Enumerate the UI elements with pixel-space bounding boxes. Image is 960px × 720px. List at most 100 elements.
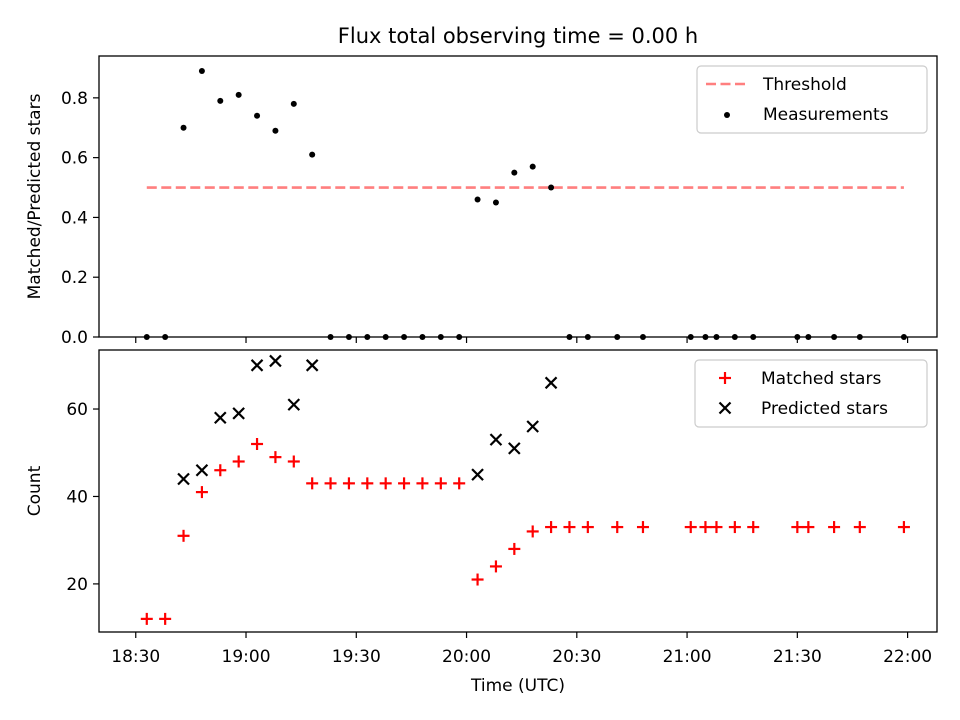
measurement-point [254,112,261,119]
legend-marker [719,372,731,384]
legend-label: Matched stars [761,369,881,389]
legend-label: Threshold [762,75,847,95]
x-tick-label: 20:00 [442,647,491,667]
x-tick-label: 19:00 [222,647,271,667]
y-tick-label: 20 [66,575,88,595]
matched-star-point [195,486,208,499]
predicted-star-point [305,359,319,372]
predicted-star-point [508,442,521,455]
legend-marker [718,401,732,415]
x-tick-label: 22:00 [883,647,932,667]
matched-star-point [853,521,866,534]
axes-frame [98,55,938,338]
matched-star-point [471,573,484,586]
measurement-point [198,67,205,74]
x-tick-label: 19:30 [332,647,381,667]
matched-star-point [398,477,411,490]
cross-b [526,420,539,433]
y-tick-label: 0.0 [61,328,88,348]
matched-star-point [379,477,392,490]
predicted-star-point [287,398,301,411]
measurement-point [272,127,279,134]
matched-star-point [710,521,723,534]
measurement-point [511,169,518,176]
x-axis-label: Time (UTC) [470,676,565,696]
matched-star-point [581,521,594,534]
measurement-point [290,100,297,107]
matched-star-point [791,521,804,534]
matched-star-point [287,455,300,468]
matched-star-point [306,477,319,490]
cross-b [287,398,301,411]
matched-star-point [563,521,576,534]
matched-star-point [489,560,502,573]
measurement-point [180,124,187,131]
matched-star-point [699,521,712,534]
matched-star-point [324,477,337,490]
y-tick-label: 0.6 [61,149,88,169]
legend-label: Measurements [763,105,889,125]
y-tick-label: 0.8 [61,89,88,109]
legend-box [694,359,928,428]
matched-star-point [416,477,429,490]
series-predicted-stars [177,354,558,486]
matched-star-point [897,521,910,534]
predicted-star-point [214,411,227,425]
cross-b [489,433,503,446]
matched-star-point [177,529,190,542]
predicted-star-point [269,354,282,368]
cross-b [195,463,209,477]
y-tick-label: 60 [66,400,88,420]
matched-star-point [342,477,355,490]
measurement-point [492,199,499,206]
predicted-star-point [544,376,558,390]
matched-star-point [636,521,649,534]
cross-b [305,359,319,372]
cross-b [232,407,245,420]
matched-star-point [545,521,558,534]
legend-box [696,65,928,134]
matched-star-point [684,521,697,534]
matched-star-point [802,521,815,534]
matched-star-point [828,521,841,534]
y-axis-label: Matched/Predicted stars [25,93,45,299]
predicted-star-point [489,433,503,446]
series-measurements [143,67,907,340]
measurement-point [548,184,555,191]
matched-star-point [434,477,447,490]
matched-star-point [526,525,539,538]
predicted-star-point [250,359,264,372]
matched-star-point [361,477,374,490]
cross-b [718,401,732,415]
matched-star-point [269,451,282,464]
y-tick-label: 0.4 [61,208,88,228]
cross-b [471,468,484,481]
figure-title: Flux total observing time = 0.00 h [338,24,698,48]
predicted-star-point [526,420,539,433]
matched-star-point [214,464,227,477]
y-axis-label: Count [25,465,45,516]
matched-star-point [159,612,172,625]
series-matched-stars [140,438,910,625]
matched-star-point [728,521,741,534]
y-tick-label: 0.2 [61,268,88,288]
cross-b [250,359,264,372]
matched-star-point [508,542,521,555]
x-tick-label: 21:30 [773,647,822,667]
matched-star-point [140,612,153,625]
predicted-star-point [471,468,484,481]
cross-b [269,354,282,368]
legend: Threshold Measurements [696,65,928,134]
legend-label: Predicted stars [761,399,888,419]
matched-star-point [611,521,624,534]
cross-b [214,411,227,425]
measurement-point [474,196,481,203]
matched-star-point [453,477,466,490]
predicted-star-point [195,463,209,477]
x-tick-label: 18:30 [111,647,160,667]
cross-b [177,472,190,486]
x-tick-label: 20:30 [552,647,601,667]
predicted-star-point [232,407,245,420]
matched-star-point [232,455,245,468]
